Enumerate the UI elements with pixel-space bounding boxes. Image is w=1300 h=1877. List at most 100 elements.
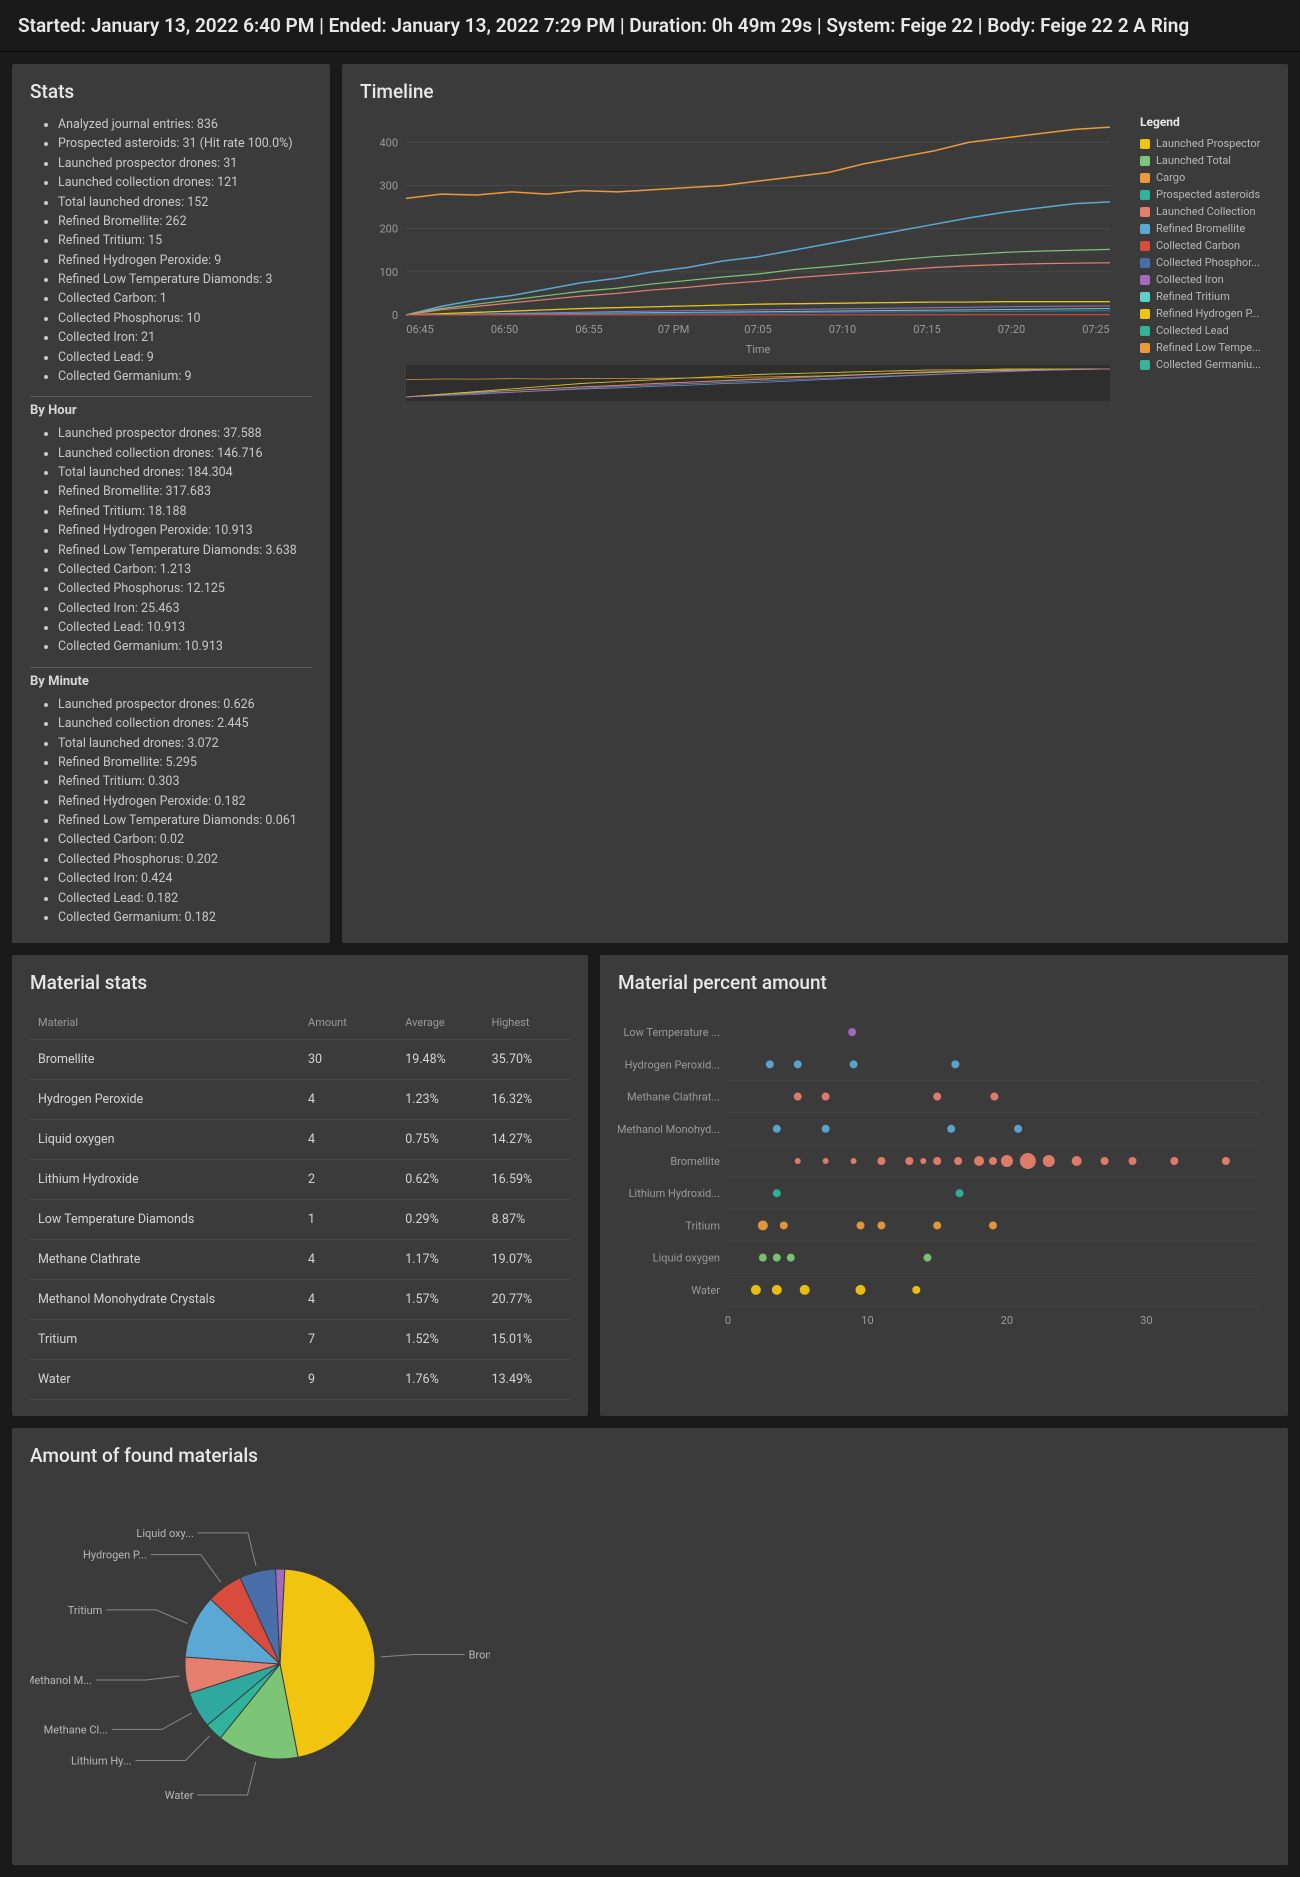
- table-row[interactable]: Methanol Monohydrate Crystals41.57%20.77…: [30, 1280, 570, 1320]
- legend-item[interactable]: Collected Phosphor...: [1140, 256, 1270, 269]
- svg-text:06:55: 06:55: [575, 323, 602, 336]
- legend-label: Collected Carbon: [1156, 239, 1240, 252]
- timeline-legend: Legend Launched Prospector Launched Total…: [1140, 115, 1270, 409]
- table-row[interactable]: Water91.76%13.49%: [30, 1360, 570, 1400]
- legend-item[interactable]: Collected Iron: [1140, 273, 1270, 286]
- legend-swatch: [1140, 139, 1150, 149]
- pie-chart[interactable]: BromelliteWaterLithium Hy...Methane Cl..…: [30, 1479, 490, 1849]
- table-cell: 4: [300, 1280, 397, 1320]
- legend-item[interactable]: Refined Hydrogen P...: [1140, 307, 1270, 320]
- legend-item[interactable]: Collected Germaniu...: [1140, 358, 1270, 371]
- table-row[interactable]: Lithium Hydroxide20.62%16.59%: [30, 1160, 570, 1200]
- stats-item: Collected Germanium: 0.182: [58, 908, 312, 927]
- svg-text:Liquid oxy...: Liquid oxy...: [136, 1527, 194, 1540]
- pie-title: Amount of found materials: [30, 1444, 1270, 1467]
- stats-item: Collected Carbon: 0.02: [58, 830, 312, 849]
- legend-label: Collected Iron: [1156, 273, 1224, 286]
- legend-item[interactable]: Launched Collection: [1140, 205, 1270, 218]
- svg-text:Hydrogen P...: Hydrogen P...: [83, 1549, 147, 1562]
- table-cell: 0.75%: [397, 1120, 483, 1160]
- svg-text:07:05: 07:05: [744, 323, 771, 336]
- legend-item[interactable]: Launched Total: [1140, 154, 1270, 167]
- legend-item[interactable]: Refined Low Tempe...: [1140, 341, 1270, 354]
- legend-swatch: [1140, 360, 1150, 370]
- stats-item: Collected Phosphorus: 10: [58, 309, 312, 328]
- stats-item: Launched prospector drones: 37.588: [58, 424, 312, 443]
- svg-text:Water: Water: [691, 1284, 720, 1297]
- scatter-chart[interactable]: Low Temperature ...Hydrogen Peroxid...Me…: [618, 1006, 1270, 1336]
- legend-label: Refined Low Tempe...: [1156, 341, 1261, 354]
- stats-item: Total launched drones: 3.072: [58, 734, 312, 753]
- legend-item[interactable]: Prospected asteroids: [1140, 188, 1270, 201]
- stats-item: Collected Phosphorus: 12.125: [58, 579, 312, 598]
- legend-item[interactable]: Refined Tritium: [1140, 290, 1270, 303]
- svg-text:07:20: 07:20: [998, 323, 1025, 336]
- stats-minute-list: Launched prospector drones: 0.626Launche…: [30, 695, 312, 928]
- legend-item[interactable]: Cargo: [1140, 171, 1270, 184]
- legend-label: Collected Germaniu...: [1156, 358, 1261, 371]
- legend-title: Legend: [1140, 115, 1270, 129]
- stats-hour-list: Launched prospector drones: 37.588Launch…: [30, 424, 312, 657]
- table-row[interactable]: Liquid oxygen40.75%14.27%: [30, 1120, 570, 1160]
- table-cell: 35.70%: [484, 1040, 570, 1080]
- legend-swatch: [1140, 241, 1150, 251]
- legend-label: Refined Hydrogen P...: [1156, 307, 1259, 320]
- legend-item[interactable]: Refined Bromellite: [1140, 222, 1270, 235]
- svg-text:Low Temperature ...: Low Temperature ...: [623, 1026, 720, 1039]
- svg-text:Liquid oxygen: Liquid oxygen: [653, 1252, 720, 1265]
- table-cell: 0.29%: [397, 1200, 483, 1240]
- by-hour-heading: By Hour: [30, 403, 312, 418]
- stats-item: Collected Phosphorus: 0.202: [58, 850, 312, 869]
- divider: [30, 667, 312, 668]
- svg-text:Methane Clathrat...: Methane Clathrat...: [627, 1091, 720, 1104]
- svg-text:10: 10: [861, 1314, 873, 1327]
- legend-swatch: [1140, 309, 1150, 319]
- table-row[interactable]: Bromellite3019.48%35.70%: [30, 1040, 570, 1080]
- table-cell: 13.49%: [484, 1360, 570, 1400]
- table-cell: Methanol Monohydrate Crystals: [30, 1280, 300, 1320]
- material-stats-table: MaterialAmountAverageHighestBromellite30…: [30, 1006, 570, 1400]
- legend-swatch: [1140, 207, 1150, 217]
- table-cell: Methane Clathrate: [30, 1240, 300, 1280]
- svg-text:20: 20: [1001, 1314, 1013, 1327]
- legend-item[interactable]: Launched Prospector: [1140, 137, 1270, 150]
- legend-swatch: [1140, 258, 1150, 268]
- svg-text:Bromellite: Bromellite: [469, 1649, 490, 1662]
- stats-item: Collected Lead: 9: [58, 348, 312, 367]
- table-cell: 1.52%: [397, 1320, 483, 1360]
- svg-text:07:10: 07:10: [829, 323, 856, 336]
- legend-swatch: [1140, 173, 1150, 183]
- table-header[interactable]: Average: [397, 1006, 483, 1040]
- timeline-chart[interactable]: 010020030040006:4506:5006:5507 PM07:0507…: [360, 115, 1120, 405]
- table-row[interactable]: Low Temperature Diamonds10.29%8.87%: [30, 1200, 570, 1240]
- legend-item[interactable]: Collected Carbon: [1140, 239, 1270, 252]
- stats-item: Refined Bromellite: 5.295: [58, 753, 312, 772]
- stats-panel: Stats Analyzed journal entries: 836Prosp…: [12, 64, 330, 943]
- stats-item: Collected Iron: 21: [58, 328, 312, 347]
- legend-label: Refined Bromellite: [1156, 222, 1245, 235]
- table-header[interactable]: Highest: [484, 1006, 570, 1040]
- table-row[interactable]: Tritium71.52%15.01%: [30, 1320, 570, 1360]
- legend-swatch: [1140, 275, 1150, 285]
- table-header[interactable]: Material: [30, 1006, 300, 1040]
- svg-text:07:15: 07:15: [913, 323, 940, 336]
- table-cell: 19.07%: [484, 1240, 570, 1280]
- table-header[interactable]: Amount: [300, 1006, 397, 1040]
- table-row[interactable]: Hydrogen Peroxide41.23%16.32%: [30, 1080, 570, 1120]
- stats-title: Stats: [30, 80, 312, 103]
- svg-text:07 PM: 07 PM: [658, 323, 690, 336]
- table-row[interactable]: Methane Clathrate41.17%19.07%: [30, 1240, 570, 1280]
- legend-swatch: [1140, 292, 1150, 302]
- svg-text:Methanol M...: Methanol M...: [30, 1674, 92, 1687]
- svg-text:Methane Cl...: Methane Cl...: [44, 1724, 108, 1737]
- table-cell: 19.48%: [397, 1040, 483, 1080]
- legend-item[interactable]: Collected Lead: [1140, 324, 1270, 337]
- stats-item: Refined Hydrogen Peroxide: 9: [58, 251, 312, 270]
- stats-item: Launched collection drones: 2.445: [58, 714, 312, 733]
- svg-text:300: 300: [379, 179, 398, 192]
- svg-text:06:50: 06:50: [491, 323, 518, 336]
- stats-item: Launched prospector drones: 0.626: [58, 695, 312, 714]
- stats-item: Collected Carbon: 1.213: [58, 560, 312, 579]
- svg-text:Bromellite: Bromellite: [670, 1155, 720, 1168]
- legend-swatch: [1140, 190, 1150, 200]
